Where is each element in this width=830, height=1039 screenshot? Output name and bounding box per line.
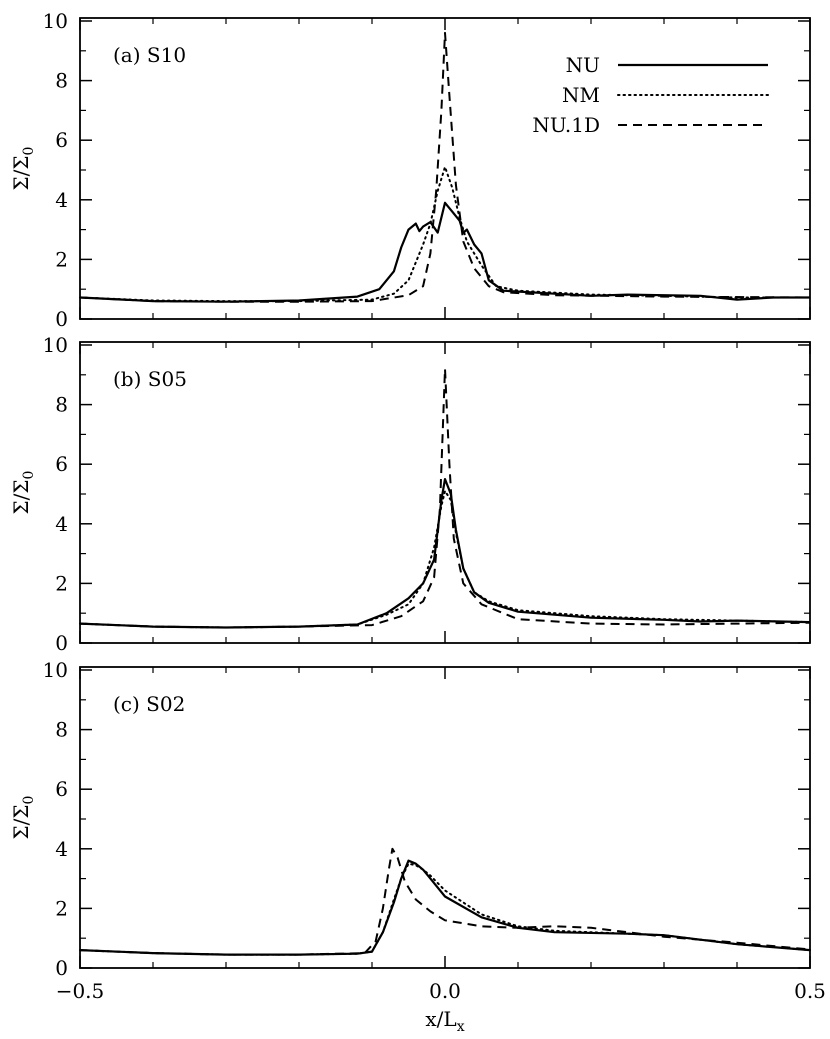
- legend: NU NM NU.1D: [532, 53, 769, 137]
- series-line-nm: [79, 862, 811, 956]
- y-axis-title-sub: 0: [21, 471, 37, 480]
- series-line-nu-1d: [79, 367, 811, 629]
- legend-label: NM: [562, 83, 600, 107]
- series-line-nm: [79, 166, 811, 303]
- x-axis-title-sub: x: [457, 1019, 465, 1035]
- y-axis-title-main: Σ/Σ: [9, 804, 33, 839]
- y-tick-label: 8: [55, 69, 68, 93]
- series-line-nm: [79, 490, 811, 629]
- y-axis-title-main: Σ/Σ: [9, 155, 33, 190]
- y-tick-label: 10: [43, 9, 68, 33]
- x-tick-label: −0.5: [56, 979, 105, 1003]
- y-axis-title: Σ/Σ0: [9, 796, 37, 840]
- y-tick-label: 2: [55, 571, 68, 595]
- y-tick-label: 10: [43, 333, 68, 357]
- y-tick-label: 8: [55, 393, 68, 417]
- panel-label: (c) S02: [113, 692, 185, 716]
- x-tick-label: 0.5: [794, 979, 826, 1003]
- panel-label: (a) S10: [113, 43, 186, 67]
- y-tick-label: 10: [43, 658, 68, 682]
- plot-frame: [79, 666, 811, 969]
- y-tick-label: 6: [55, 452, 68, 476]
- y-axis-title: Σ/Σ0: [9, 147, 37, 191]
- y-axis-title-main: Σ/Σ: [9, 479, 33, 514]
- y-tick-label: 8: [55, 718, 68, 742]
- series-line-nu: [79, 478, 811, 629]
- series-line-nu-1d: [79, 31, 811, 303]
- y-tick-label: 4: [55, 512, 68, 536]
- y-axis-title: Σ/Σ0: [9, 471, 37, 515]
- x-tick-label: 0.0: [429, 979, 461, 1003]
- y-tick-label: 0: [55, 307, 68, 331]
- panel-label: (b) S05: [113, 367, 187, 391]
- y-tick-label: 0: [55, 631, 68, 655]
- series-line-nu-1d: [79, 847, 811, 956]
- y-axis-title-sub: 0: [21, 796, 37, 805]
- legend-label: NU: [566, 53, 600, 77]
- x-axis-title: x/Lx: [425, 1007, 464, 1035]
- y-tick-label: 2: [55, 247, 68, 271]
- y-tick-label: 0: [55, 956, 68, 980]
- y-axis-title-sub: 0: [21, 147, 37, 156]
- y-tick-label: 2: [55, 896, 68, 920]
- y-tick-label: 4: [55, 188, 68, 212]
- y-tick-label: 6: [55, 777, 68, 801]
- series-line-nu: [79, 201, 810, 303]
- y-tick-label: 4: [55, 837, 68, 861]
- y-tick-label: 6: [55, 128, 68, 152]
- legend-label: NU.1D: [532, 113, 600, 137]
- x-axis-title-main: x/L: [425, 1007, 456, 1031]
